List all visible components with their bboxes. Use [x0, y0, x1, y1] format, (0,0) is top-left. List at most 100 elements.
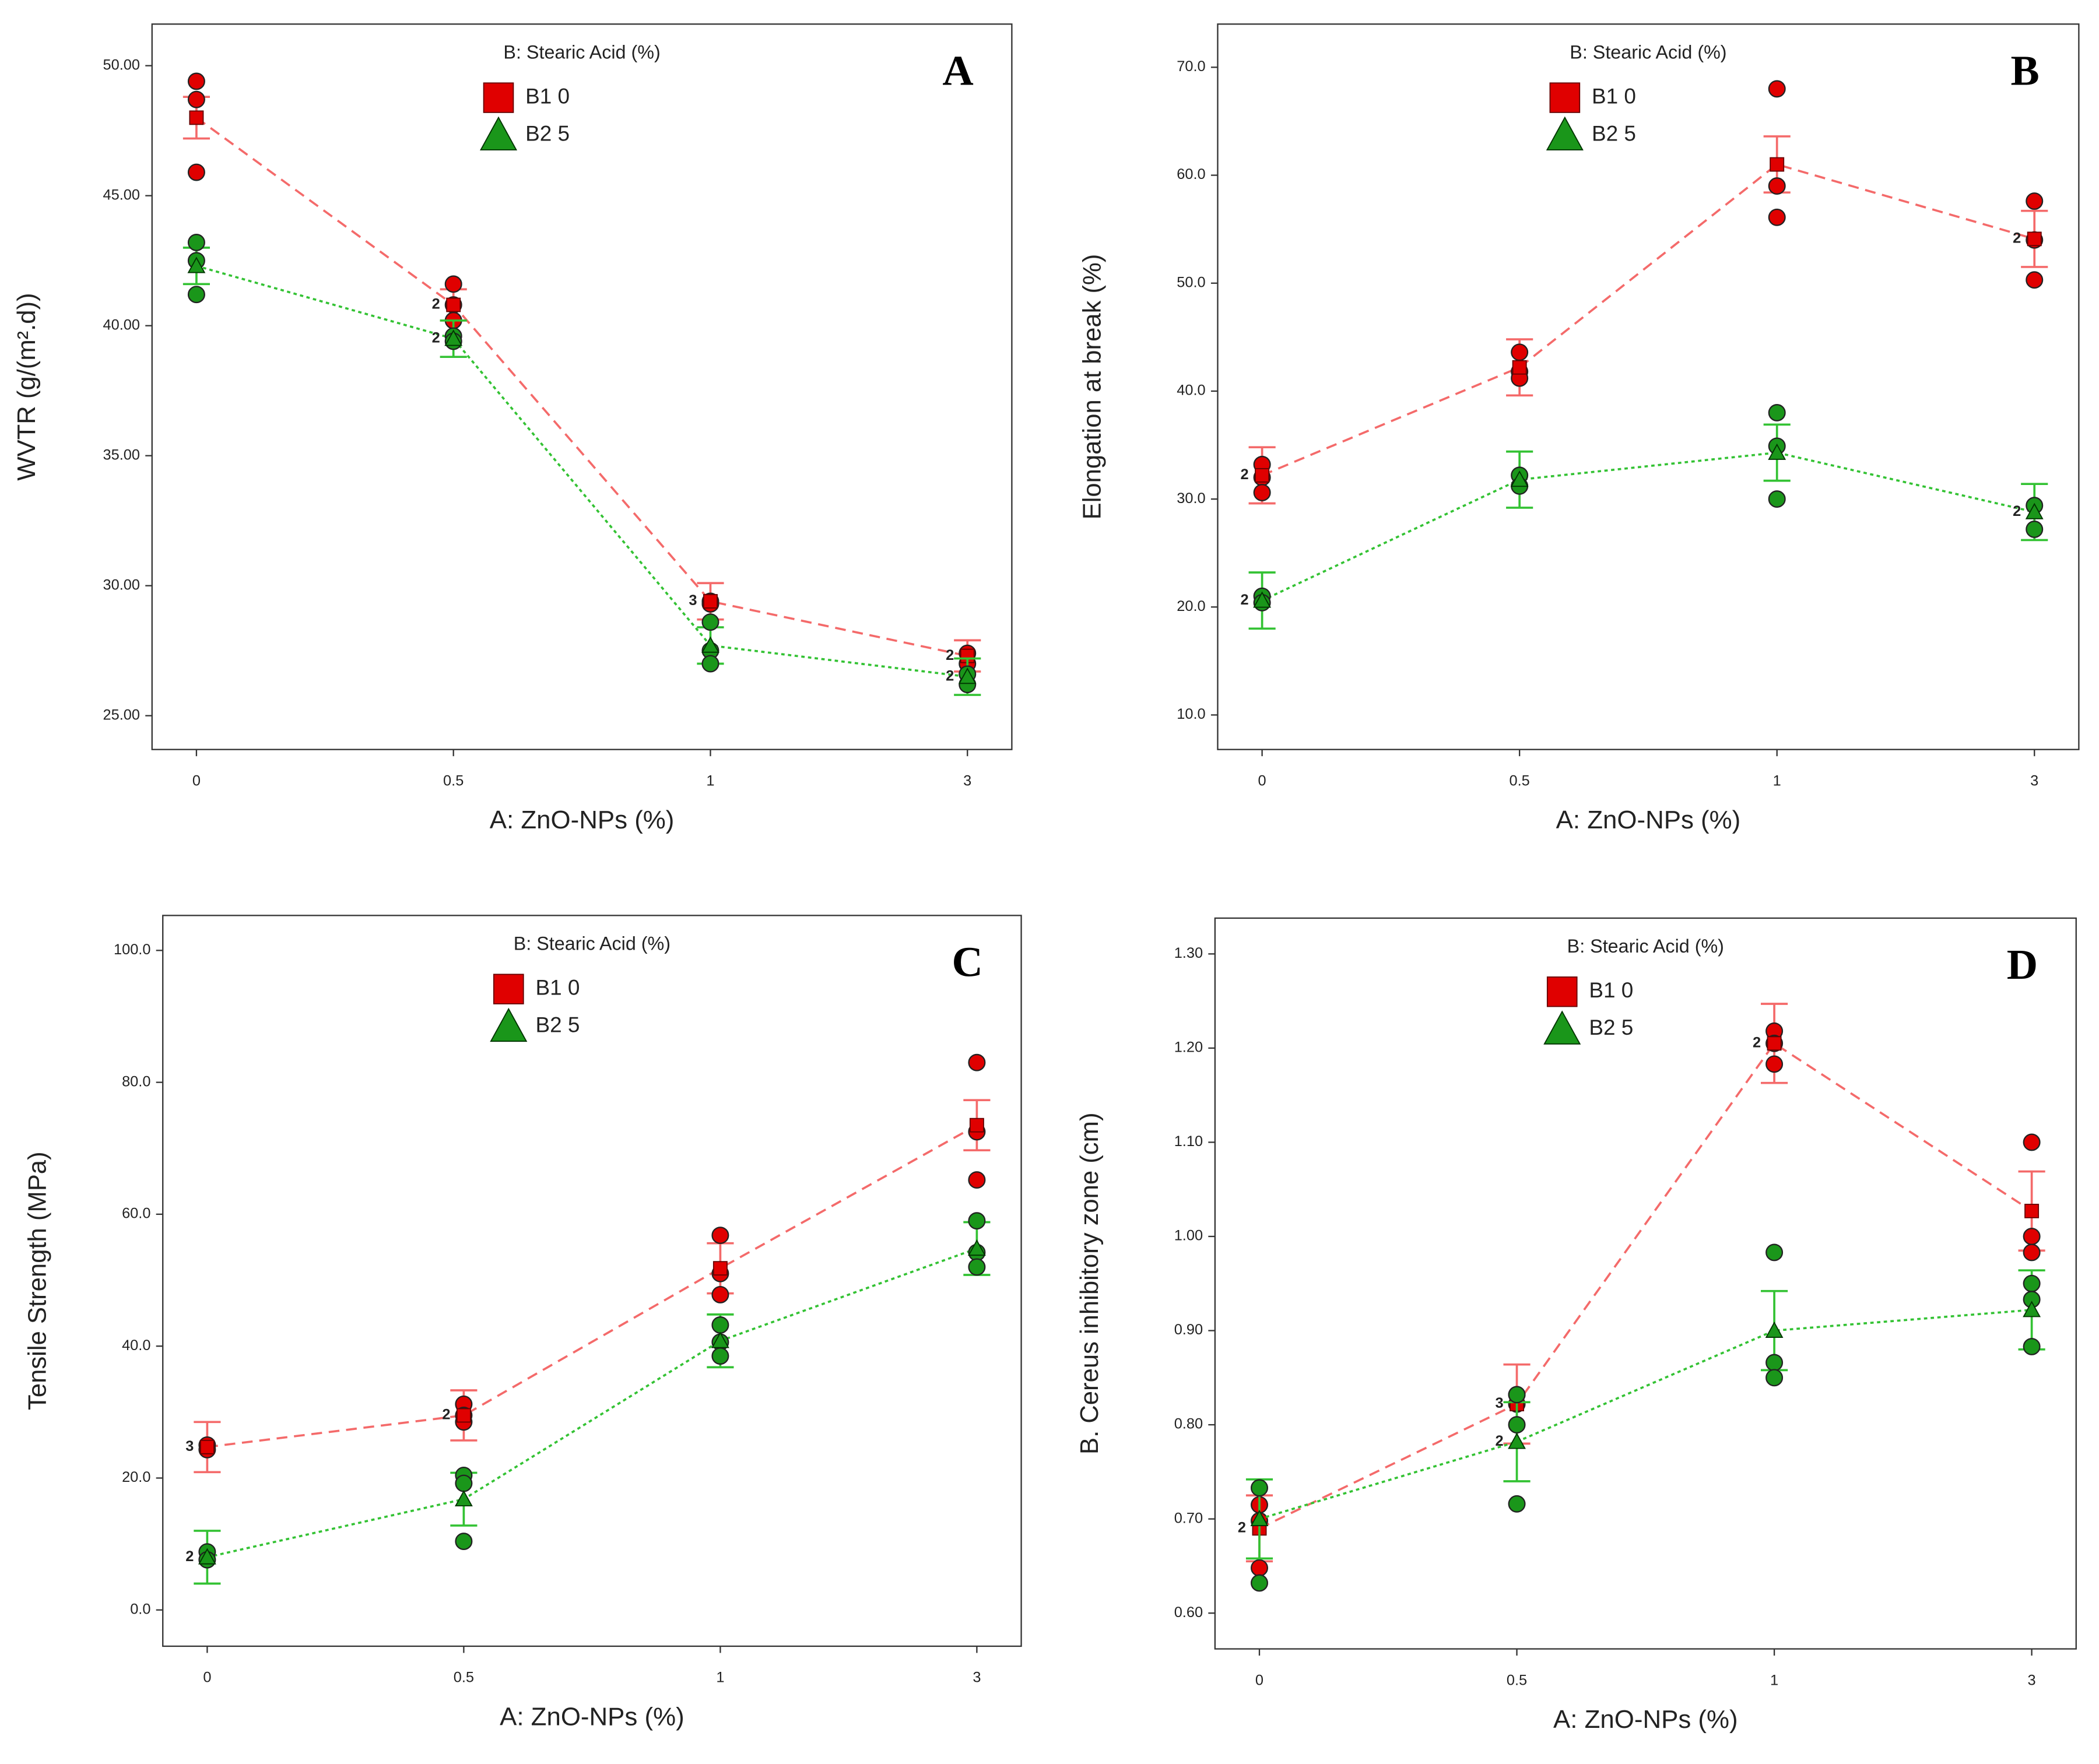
observation: [1251, 1574, 1268, 1592]
legend-marker: [493, 974, 524, 1004]
legend-label: B1 0: [525, 84, 570, 108]
legend-title: B: Stearic Acid (%): [1567, 936, 1724, 957]
y-tick-label: 80.0: [122, 1073, 150, 1090]
observation: [711, 1227, 729, 1245]
mean-marker: [701, 636, 719, 653]
observation: [2023, 1243, 2041, 1261]
x-tick-label: 0.5: [1510, 773, 1530, 789]
series-line: [196, 265, 968, 678]
observation: [2023, 1228, 2041, 1245]
mean-marker: [1255, 468, 1270, 483]
x-tick-label: 0.5: [454, 1670, 474, 1686]
observation: [711, 1347, 729, 1365]
observation: [968, 1171, 986, 1189]
observation: [2026, 271, 2044, 289]
legend-marker: [490, 1007, 528, 1042]
legend-title: B: Stearic Acid (%): [514, 933, 671, 954]
observation: [2026, 192, 2044, 210]
legend-marker: [1543, 1010, 1581, 1045]
mean-marker: [1253, 591, 1272, 608]
mean-marker: [703, 594, 718, 609]
replicate-count: 2: [2013, 230, 2021, 247]
panel-letter: A: [942, 47, 973, 94]
observation: [1508, 1495, 1526, 1513]
mean-marker: [446, 297, 461, 312]
legend-title: B: Stearic Acid (%): [1570, 41, 1726, 62]
y-tick-label: 0.80: [1174, 1416, 1203, 1432]
panel-letter: D: [2007, 940, 2038, 988]
replicate-count: 2: [2013, 503, 2021, 519]
replicate-count: 2: [442, 1407, 450, 1423]
observation: [187, 72, 205, 90]
y-axis-title: Elongation at break (%): [1078, 254, 1107, 520]
y-tick-label: 25.00: [103, 707, 140, 723]
observation: [1511, 343, 1529, 361]
replicate-count: 2: [1238, 1520, 1246, 1536]
y-tick-label: 60.0: [122, 1206, 150, 1222]
plot-frame: [1214, 917, 2077, 1650]
series-line: [206, 1248, 978, 1559]
x-axis-title: A: ZnO-NPs (%): [1556, 806, 1741, 834]
mean-marker: [189, 110, 204, 125]
y-axis-title: WVTR (g/(m².d)): [12, 293, 41, 480]
replicate-count: 2: [185, 1548, 194, 1565]
mean-marker: [969, 1118, 984, 1133]
observation: [1253, 484, 1271, 501]
mean-marker: [712, 1261, 728, 1276]
y-tick-label: 0.0: [130, 1601, 150, 1617]
y-tick-label: 35.00: [103, 447, 140, 463]
mean-marker: [1510, 470, 1529, 487]
observation: [701, 655, 719, 673]
observation: [1768, 80, 1786, 98]
y-tick-label: 45.00: [103, 187, 140, 203]
replicate-count: 2: [432, 330, 440, 346]
y-axis-title: B. Cereus inhibitory zone (cm): [1075, 1113, 1104, 1454]
y-tick-label: 10.0: [1177, 706, 1205, 722]
y-tick-label: 100.0: [114, 941, 150, 958]
observation: [1508, 1416, 1526, 1434]
mean-marker: [1767, 1036, 1782, 1051]
y-tick-label: 40.0: [122, 1337, 150, 1354]
mean-marker: [456, 1408, 471, 1423]
mean-marker: [1768, 443, 1786, 460]
x-tick-label: 3: [2028, 1672, 2036, 1688]
replicate-count: 3: [185, 1438, 194, 1454]
legend-label: B2 5: [1592, 122, 1636, 146]
replicate-count: 3: [689, 592, 697, 609]
y-tick-label: 60.0: [1177, 166, 1205, 182]
observation: [968, 1212, 986, 1230]
y-tick-label: 0.70: [1174, 1510, 1203, 1526]
mean-marker: [454, 1489, 473, 1507]
x-tick-label: 3: [963, 773, 971, 789]
series-line: [207, 1124, 978, 1449]
x-tick-label: 0: [192, 773, 201, 789]
legend-marker: [1546, 116, 1584, 151]
observation: [1765, 1369, 1784, 1387]
x-tick-label: 3: [2030, 773, 2038, 789]
x-tick-label: 1: [706, 773, 714, 789]
series-line: [1261, 451, 2035, 602]
replicate-count: 3: [1495, 1395, 1503, 1411]
y-tick-label: 50.0: [1177, 274, 1205, 290]
observation: [1765, 1354, 1784, 1372]
observation: [1768, 404, 1786, 421]
x-tick-label: 1: [716, 1670, 724, 1686]
observation: [1251, 1479, 1268, 1497]
observation: [1251, 1559, 1268, 1577]
y-tick-label: 70.0: [1177, 58, 1205, 75]
replicate-count: 2: [1241, 466, 1249, 483]
legend-label: B1 0: [1592, 84, 1636, 108]
observation: [1765, 1243, 1784, 1261]
observation: [1765, 1055, 1784, 1073]
observation: [2023, 1133, 2041, 1151]
observation: [187, 163, 205, 181]
x-tick-label: 0: [203, 1670, 211, 1686]
observation: [187, 286, 205, 304]
y-tick-label: 1.00: [1174, 1228, 1203, 1244]
y-tick-label: 0.60: [1174, 1604, 1203, 1621]
legend-label: B1 0: [535, 975, 580, 999]
y-tick-label: 1.20: [1174, 1039, 1203, 1056]
y-tick-label: 0.90: [1174, 1322, 1203, 1338]
mean-marker: [199, 1439, 215, 1454]
